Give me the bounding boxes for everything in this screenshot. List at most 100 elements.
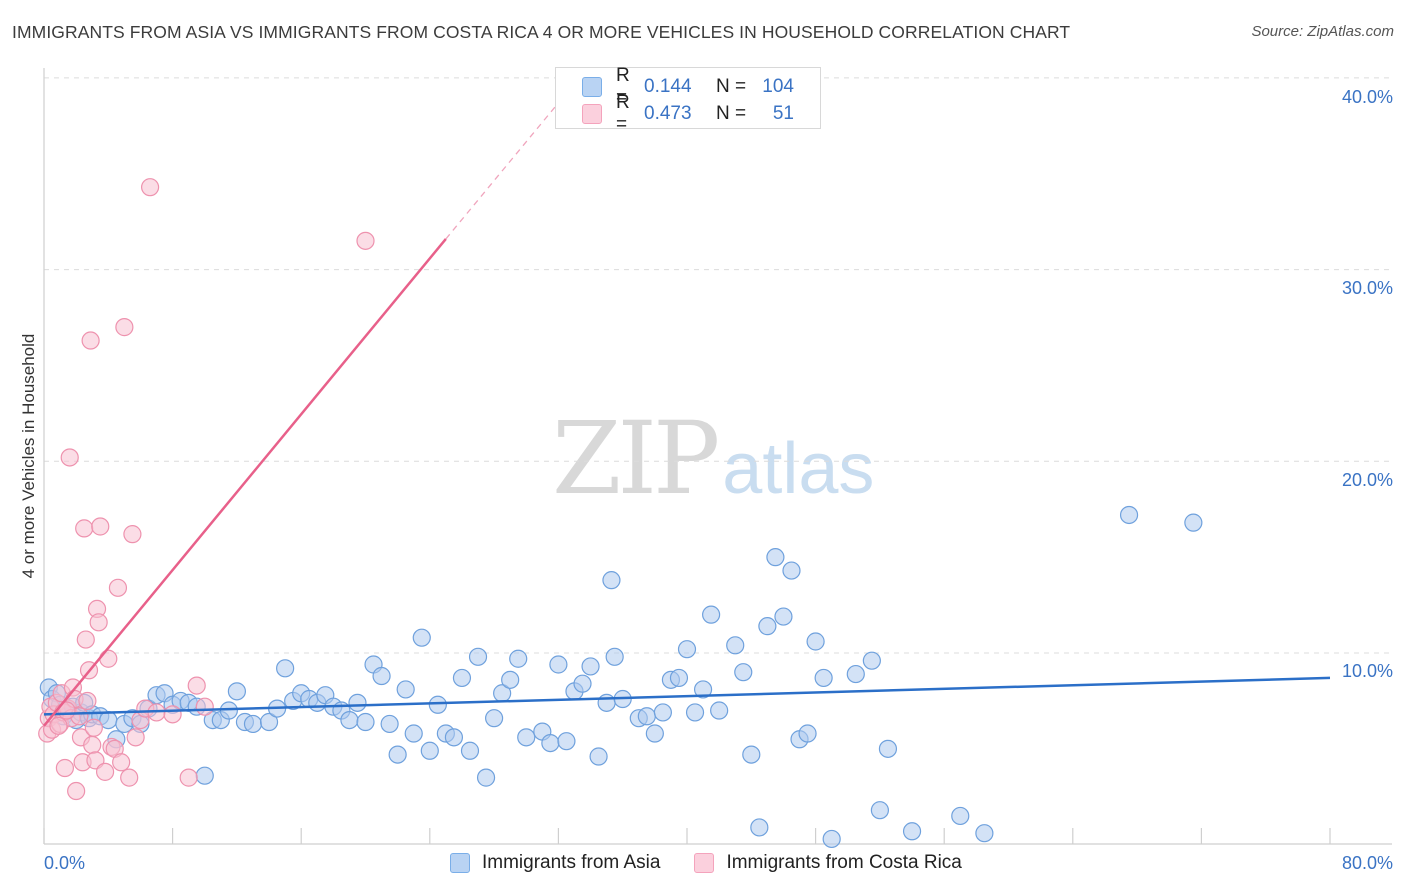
data-point-asia <box>1119 505 1139 525</box>
data-point-asia <box>485 709 504 728</box>
series-legend: Immigrants from Asia Immigrants from Cos… <box>450 852 996 874</box>
y-tick-label: 30.0% <box>1342 278 1393 298</box>
data-point-asia <box>549 655 568 674</box>
data-point-costa-rica <box>99 649 118 668</box>
correlation-legend: R = 0.144 N = 104 R = 0.473 N = 51 <box>555 65 821 135</box>
data-point-costa-rica <box>81 331 100 350</box>
data-point-asia <box>372 666 391 686</box>
data-point-asia <box>589 747 608 766</box>
data-point-asia <box>541 733 560 753</box>
legend-row-asia: R = 0.144 N = 104 <box>556 65 794 108</box>
data-point-asia <box>669 668 689 688</box>
data-point-asia <box>356 712 375 732</box>
data-point-asia <box>766 548 785 567</box>
data-point-asia <box>340 710 359 730</box>
data-point-costa-rica <box>91 517 110 536</box>
data-point-asia <box>605 647 624 666</box>
data-point-asia <box>517 728 536 747</box>
data-point-costa-rica <box>123 525 142 544</box>
data-point-asia <box>798 724 817 743</box>
legend-item-asia[interactable]: Immigrants from Asia <box>450 852 660 874</box>
data-point-costa-rica <box>95 762 115 781</box>
data-point-asia <box>822 829 841 849</box>
y-tick-label: 20.0% <box>1342 470 1393 490</box>
data-point-asia <box>557 732 576 751</box>
data-point-asia <box>758 617 777 636</box>
data-point-asia <box>951 806 970 826</box>
legend-n-label: N = <box>716 76 747 97</box>
data-point-costa-rica <box>140 178 160 197</box>
data-point-asia <box>846 664 865 684</box>
data-point-asia <box>428 695 447 714</box>
data-point-costa-rica <box>126 728 145 747</box>
data-point-asia <box>227 682 246 701</box>
data-point-costa-rica <box>60 448 79 467</box>
data-point-asia <box>742 745 761 764</box>
legend-swatch-costa-rica <box>694 853 715 873</box>
chart-title: IMMIGRANTS FROM ASIA VS IMMIGRANTS FROM … <box>12 22 1071 42</box>
data-point-asia <box>862 651 881 670</box>
data-point-costa-rica <box>187 676 206 695</box>
data-point-costa-rica <box>84 718 103 737</box>
data-point-costa-rica <box>49 716 68 735</box>
source-label: Source: ZipAtlas.com <box>1251 23 1394 40</box>
data-point-asia <box>637 707 656 726</box>
data-point-asia <box>734 663 753 682</box>
data-point-asia <box>348 693 367 712</box>
data-point-costa-rica <box>76 630 95 649</box>
data-point-costa-rica <box>120 768 139 787</box>
legend-label-costa-rica: Immigrants from Costa Rica <box>726 852 962 873</box>
x-tick-label: 80.0% <box>1342 853 1393 873</box>
legend-r-label: R = <box>616 65 630 108</box>
data-point-asia <box>501 670 520 689</box>
y-axis-title: 4 or more Vehicles in Household <box>19 334 38 579</box>
data-point-costa-rica <box>163 705 182 724</box>
data-point-costa-rica <box>115 318 134 337</box>
legend-r-value: 0.473 <box>644 103 692 124</box>
data-point-asia <box>396 680 415 699</box>
x-tick-label: 0.0% <box>44 853 85 873</box>
data-point-asia <box>243 714 263 734</box>
data-point-asia <box>259 712 279 732</box>
data-point-asia <box>388 745 407 764</box>
data-point-asia <box>902 822 922 841</box>
data-point-asia <box>195 766 214 785</box>
data-point-asia <box>702 605 721 624</box>
data-point-asia <box>878 739 898 758</box>
data-point-asia <box>806 632 825 651</box>
data-point-asia <box>726 636 745 655</box>
data-point-asia <box>573 674 592 693</box>
data-point-asia <box>870 801 890 820</box>
data-point-asia <box>774 607 793 626</box>
legend-swatch-asia <box>450 853 470 873</box>
y-tick-label: 40.0% <box>1342 87 1393 107</box>
data-point-asia <box>468 647 488 666</box>
legend-r-value: 0.144 <box>644 76 692 97</box>
data-point-asia <box>581 657 600 676</box>
legend-n-label: N = <box>716 103 747 124</box>
data-point-asia <box>750 818 769 837</box>
data-point-costa-rica <box>55 758 74 778</box>
legend-label-asia: Immigrants from Asia <box>482 852 661 873</box>
data-point-asia <box>710 701 729 720</box>
trend-line-costa-rica-extension <box>445 96 564 240</box>
data-point-asia <box>460 741 480 760</box>
trend-line-asia <box>43 676 1331 716</box>
legend-item-costa-rica[interactable]: Immigrants from Costa Rica <box>694 852 962 874</box>
data-point-asia <box>685 703 705 722</box>
data-point-costa-rica <box>75 519 94 538</box>
data-point-asia <box>782 561 801 580</box>
data-point-costa-rica <box>356 231 375 250</box>
data-point-asia <box>380 714 399 734</box>
data-point-costa-rica <box>67 781 86 801</box>
trend-lines <box>43 96 1331 727</box>
data-point-asia <box>597 693 616 712</box>
series-asia-points <box>39 505 1203 849</box>
data-point-asia <box>693 680 713 699</box>
y-tick-label: 10.0% <box>1342 661 1393 681</box>
data-point-asia <box>476 768 496 787</box>
data-point-asia <box>653 703 672 722</box>
data-point-asia <box>677 640 697 659</box>
grid-lines <box>44 77 1392 654</box>
